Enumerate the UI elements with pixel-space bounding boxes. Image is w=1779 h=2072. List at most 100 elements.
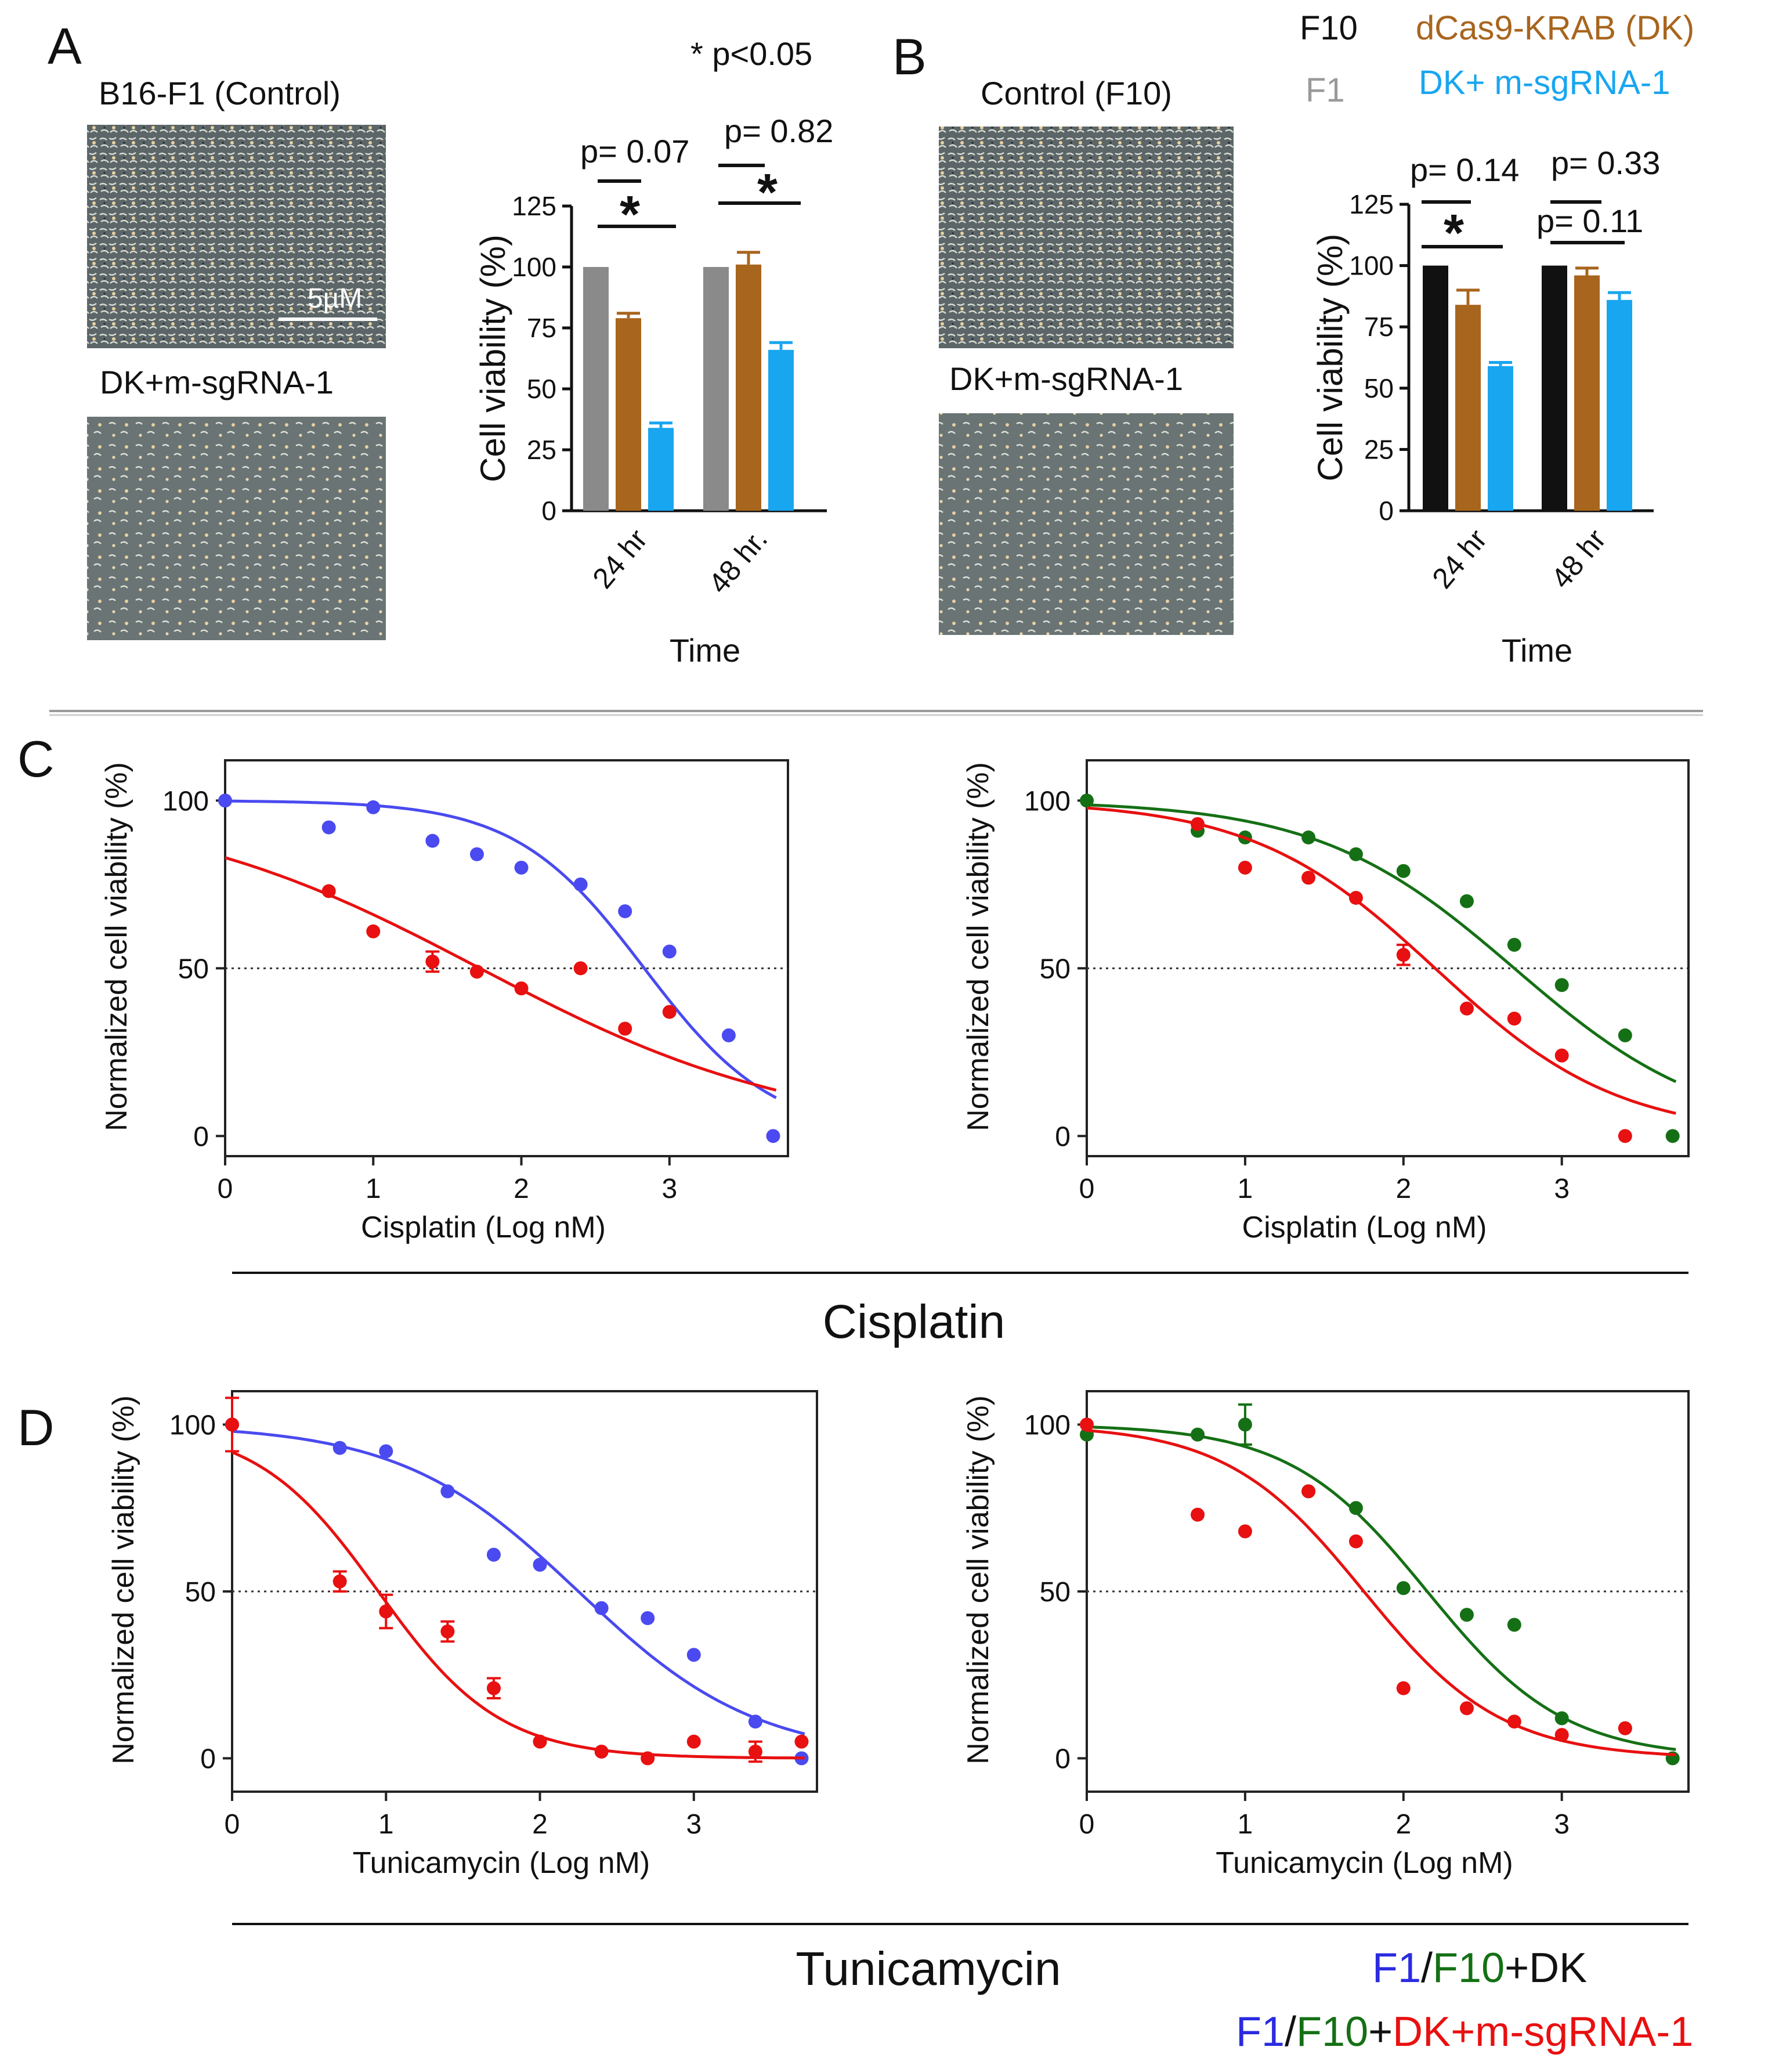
data-point	[766, 1129, 780, 1143]
legend-f10: F10	[1300, 9, 1358, 47]
y-axis-label: Normalized cell viability (%)	[107, 1395, 140, 1764]
data-point	[1459, 1608, 1474, 1622]
x-axis-label: Time	[670, 632, 740, 669]
bar	[768, 349, 794, 511]
data-point	[1665, 1129, 1680, 1143]
data-point	[1080, 1417, 1094, 1432]
bar	[583, 267, 609, 511]
legend-f1: F1	[1306, 71, 1345, 109]
a-star-24hr: *	[620, 186, 640, 244]
y-tick-label: 0	[541, 496, 556, 526]
data-point	[1348, 847, 1363, 861]
data-point	[1618, 1028, 1632, 1042]
y-tick-label: 0	[1379, 496, 1394, 526]
bar	[648, 428, 674, 511]
a-significance-note: * p<0.05	[690, 35, 812, 72]
legend-bottom-line-1: F1/F10+DK	[1372, 1945, 1587, 1991]
a-p-label-24hr: p= 0.07	[580, 133, 689, 169]
x-tick-label: 2	[532, 1809, 548, 1840]
data-point	[618, 1021, 632, 1036]
panel-letter-a: A	[48, 17, 82, 75]
b-micrograph-control	[939, 127, 1234, 348]
y-axis-label: Normalized cell viability (%)	[961, 1395, 995, 1764]
data-point	[440, 1625, 455, 1638]
data-point	[1618, 1721, 1632, 1735]
y-tick-label: 125	[512, 191, 556, 221]
y-axis-label: Normalized cell viability (%)	[961, 762, 995, 1131]
fit-curve	[1086, 803, 1677, 1083]
plot-frame	[1086, 759, 1690, 1157]
y-tick-label: 50	[185, 1577, 216, 1608]
legend-dk-sgrna: DK+ m-sgRNA-1	[1419, 64, 1670, 102]
bar	[616, 318, 641, 511]
data-point	[1459, 1701, 1474, 1716]
y-tick-label: 0	[1055, 1744, 1071, 1775]
data-point	[1191, 1427, 1205, 1442]
bar	[1607, 299, 1632, 511]
legend-bottom-1-f10: F10	[1433, 1945, 1505, 1991]
y-tick-label: 50	[1040, 1577, 1071, 1608]
b-p-label-24hr: p= 0.14	[1410, 151, 1519, 188]
data-point	[686, 1648, 701, 1662]
fit-curve	[1086, 1429, 1676, 1756]
data-point	[366, 924, 381, 938]
panel-letter-d: D	[17, 1399, 55, 1456]
data-point	[1348, 1534, 1363, 1548]
data-point	[1459, 1001, 1474, 1016]
b-image-top-label: Control (F10)	[981, 75, 1172, 111]
dose-response-c-left: 0 1 2 3 0 50 100 Cisplatin (Log nM) Normalized c…	[100, 759, 789, 1244]
data-point	[1080, 793, 1094, 808]
x-axis-label: Tunicamycin (Log nM)	[1216, 1846, 1513, 1880]
y-axis-label: Cell viability (%)	[473, 234, 512, 482]
a-star-48hr: *	[757, 164, 778, 222]
data-point	[686, 1734, 701, 1749]
data-point	[514, 860, 529, 875]
data-point	[1301, 830, 1316, 844]
data-point	[486, 1681, 501, 1695]
panel-letter-b: B	[892, 28, 927, 85]
x-tick-label: 0	[1079, 1174, 1095, 1204]
x-tick-label: 0	[1079, 1809, 1095, 1840]
y-tick-label: 100	[512, 252, 556, 282]
x-tick-label: 1	[378, 1809, 394, 1840]
fit-curve	[232, 1430, 805, 1735]
dose-response-d-right: 0 1 2 3 0 50 100 Tunicamycin (Log nM) Normalized…	[961, 1390, 1690, 1880]
legend-dcas9-krab: dCas9-KRAB (DK)	[1416, 9, 1694, 47]
x-tick-label: 1	[1238, 1174, 1253, 1204]
data-point	[1191, 817, 1205, 831]
b-p-label-48hr-top: p= 0.33	[1551, 145, 1660, 181]
y-tick-label: 0	[200, 1744, 216, 1775]
data-point	[425, 954, 440, 969]
legend-bottom-2-dk-sgrna: DK+m-sgRNA-1	[1393, 2009, 1693, 2055]
data-point	[514, 981, 529, 996]
data-point	[469, 847, 484, 861]
data-point	[332, 1574, 347, 1589]
data-point	[366, 800, 381, 814]
data-point	[618, 904, 632, 919]
y-tick-label: 75	[527, 313, 556, 343]
bar-chart-b: 0 25 50 75 100 125 Cell viability (%) 24 hr 48 h…	[1311, 189, 1654, 669]
data-point	[440, 1484, 455, 1499]
legend-bottom-2-f10: F10	[1296, 2009, 1368, 2055]
bar	[1455, 305, 1481, 511]
y-tick-label: 50	[527, 374, 556, 404]
data-point	[1396, 1681, 1411, 1695]
data-point	[1554, 978, 1569, 992]
data-point	[1396, 1581, 1411, 1595]
fit-curve	[1086, 1425, 1676, 1751]
legend-bottom-2-plus: +	[1368, 2009, 1393, 2055]
b-image-bottom-label: DK+m-sgRNA-1	[949, 360, 1183, 397]
y-tick-label: 125	[1349, 189, 1394, 219]
x-tick-label: 48 hr.	[702, 523, 773, 600]
x-tick-label: 2	[514, 1174, 529, 1204]
data-point	[1396, 864, 1411, 878]
x-tick-label: 1	[1238, 1809, 1253, 1840]
data-point	[662, 944, 677, 959]
data-point	[662, 1005, 677, 1019]
data-point	[321, 884, 336, 898]
data-point	[332, 1441, 347, 1455]
x-tick-label: 3	[686, 1809, 702, 1840]
b-micrograph-sgrna	[939, 413, 1234, 635]
